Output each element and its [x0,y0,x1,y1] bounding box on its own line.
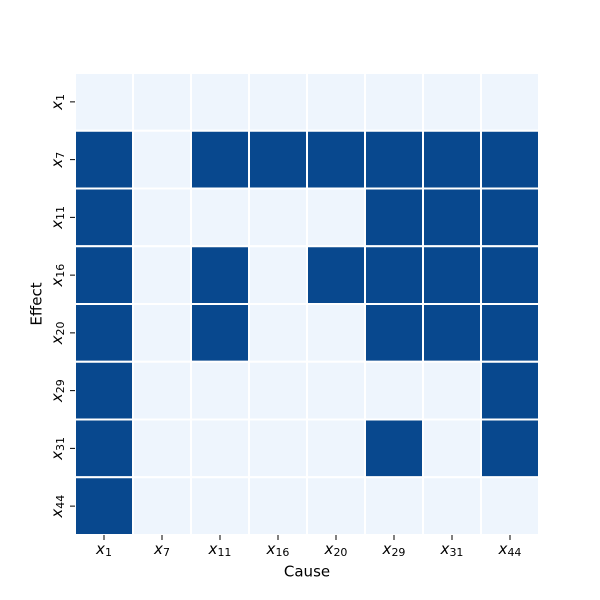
heatmap-cell [74,187,134,248]
heatmap-cell [480,418,540,479]
x-tick-label: x1 [95,540,112,560]
heatmap-cell [422,245,482,305]
heatmap-cell [306,476,366,536]
heatmap-cell [74,418,134,479]
heatmap-cell [480,72,540,132]
heatmap-cell [248,360,308,421]
heatmap-cell [480,303,540,363]
heatmap-cell [480,360,540,421]
y-tick-label: x7 [48,152,68,169]
heatmap-cell [190,476,250,536]
x-axis-label: Cause [284,563,330,581]
y-tick-label: x44 [48,495,68,519]
heatmap-cell [190,72,250,132]
heatmap-cell [422,187,482,248]
heatmap-cell [132,476,192,536]
x-tick-label: x11 [208,540,232,560]
heatmap-cell [422,72,482,132]
heatmap-cell [306,187,366,248]
heatmap-cell [190,245,250,305]
heatmap-cell [190,187,250,248]
heatmap-cell [190,360,250,421]
heatmap-cell [480,476,540,536]
heatmap-cell [74,360,134,421]
y-axis-label: Effect [28,282,46,325]
heatmap-cell [364,187,424,248]
heatmap-cell [248,303,308,363]
heatmap-cell [132,187,192,248]
heatmap-cell [364,476,424,536]
heatmap-cell [74,245,134,305]
heatmap-cell [248,187,308,248]
y-tick-label: x11 [48,206,68,230]
heatmap-cell [364,303,424,363]
heatmap-cell [248,129,308,190]
x-tick-label: x7 [153,540,170,560]
heatmap-cell [364,129,424,190]
heatmap-cell [248,476,308,536]
heatmap-cell [190,418,250,479]
heatmap-cell [132,303,192,363]
y-tick-label: x20 [48,321,68,345]
heatmap-cell [74,303,134,363]
heatmap-cell [132,418,192,479]
heatmap-cell [190,303,250,363]
heatmap-cell [248,72,308,132]
heatmap-cell [422,303,482,363]
y-tick-label: x1 [48,94,68,111]
heatmap-cell [364,72,424,132]
heatmap-cell [74,72,134,132]
heatmap-cell [74,129,134,190]
heatmap-cell [132,129,192,190]
x-tick-label: x29 [382,540,406,560]
heatmap-cell [422,476,482,536]
heatmap-cell [248,418,308,479]
x-tick-label: x20 [324,540,348,560]
heatmap-cell [74,476,134,536]
heatmap-cell [132,360,192,421]
heatmap-cell [422,360,482,421]
heatmap-cell [480,245,540,305]
heatmap-cell [480,129,540,190]
heatmap-cell [132,245,192,305]
heatmap-cell [306,72,366,132]
x-tick-label: x44 [498,540,522,560]
heatmap-cell [306,129,366,190]
heatmap-cell [306,418,366,479]
heatmap-cell [364,360,424,421]
y-tick-label: x29 [48,379,68,403]
heatmap-cell [364,245,424,305]
heatmap-cell [480,187,540,248]
x-tick-label: x16 [266,540,290,560]
heatmap-cell [306,303,366,363]
heatmap-cell [306,245,366,305]
y-tick-label: x16 [48,264,68,288]
heatmap-cell [190,129,250,190]
heatmap-cell [306,360,366,421]
heatmap-cell [364,418,424,479]
heatmap-cell [422,418,482,479]
heatmap-cell [248,245,308,305]
heatmap-cell [422,129,482,190]
heatmap-cell [132,72,192,132]
x-tick-label: x31 [440,540,464,560]
y-tick-label: x31 [48,437,68,461]
